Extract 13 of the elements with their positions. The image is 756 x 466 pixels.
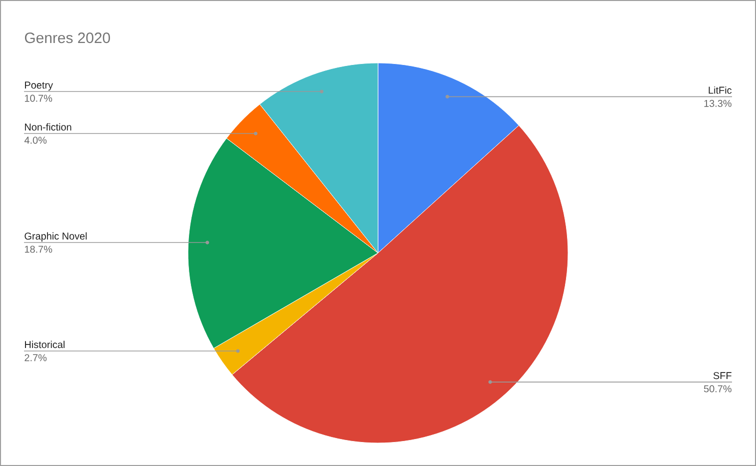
data-label: 50.7% xyxy=(704,385,732,392)
slice-label: LitFic xyxy=(708,86,732,94)
slice-label: SFF xyxy=(713,372,732,380)
data-label: 2.7% xyxy=(24,354,47,362)
slice-label: Graphic Novel xyxy=(24,232,87,242)
data-label: 10.7% xyxy=(24,94,52,102)
data-label: 4.0% xyxy=(24,136,47,144)
slice-label: Poetry xyxy=(25,82,53,91)
data-label: 13.3% xyxy=(704,100,732,107)
chart-title: Genres 2020 xyxy=(24,32,110,44)
data-label: 18.7% xyxy=(24,246,52,253)
slice-label: Historical xyxy=(25,340,64,348)
slice-label: Non-fiction xyxy=(25,123,72,131)
